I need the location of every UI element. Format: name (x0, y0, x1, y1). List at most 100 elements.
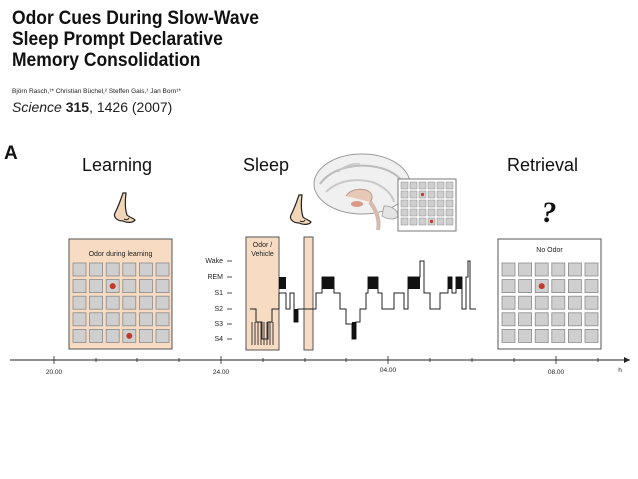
memory-card (427, 181, 436, 190)
memory-card (418, 181, 427, 190)
memory-card (551, 295, 566, 310)
memory-card (89, 262, 103, 277)
title-line-2: Sleep Prompt Declarative (12, 29, 223, 50)
stage-label-s4: S4 (214, 336, 223, 343)
memory-card (418, 199, 427, 208)
learning-box: Odor during learning (68, 238, 173, 350)
memory-card (72, 279, 87, 294)
memory-card (409, 181, 418, 190)
tick-label-20: 20.00 (46, 369, 63, 376)
memory-card (427, 208, 436, 217)
memory-card (551, 262, 566, 277)
memory-card (72, 262, 87, 277)
memory-card (105, 328, 120, 343)
memory-card (89, 328, 103, 343)
odor-vehicle-label-1: Odor / (253, 242, 273, 249)
memory-card (501, 312, 516, 327)
odor-vehicle-label-2: Vehicle (251, 251, 274, 258)
question-mark: ? (542, 196, 557, 229)
memory-card (534, 312, 549, 327)
memory-card (409, 190, 418, 199)
memory-card (122, 279, 137, 294)
card-target-icon (538, 283, 545, 290)
memory-card (409, 217, 418, 226)
citation: Science 315, 1426 (2007) (12, 99, 172, 115)
memory-card (584, 295, 599, 310)
learning-card-grid (72, 262, 170, 343)
memory-card (122, 262, 137, 277)
memory-card (436, 199, 445, 208)
memory-card (584, 328, 599, 343)
nose-icon (113, 192, 136, 223)
title-line-1: Odor Cues During Slow-Wave (12, 8, 260, 29)
memory-card (409, 199, 418, 208)
memory-card (436, 190, 445, 199)
memory-card (105, 312, 120, 327)
memory-card (89, 279, 103, 294)
memory-card (501, 295, 516, 310)
memory-card (518, 279, 532, 294)
memory-card (89, 312, 103, 327)
memory-card (72, 312, 87, 327)
card-target-icon (420, 192, 425, 197)
memory-card (518, 262, 532, 277)
grid-thumbnail-icon (397, 178, 457, 232)
card-target-icon (109, 283, 116, 290)
memory-card (72, 328, 87, 343)
stage-label-rem: REM (207, 274, 223, 281)
memory-card (122, 295, 137, 310)
memory-card (436, 181, 445, 190)
memory-card (445, 199, 454, 208)
retrieval-card-grid (501, 262, 599, 343)
memory-card (72, 295, 87, 310)
memory-card (501, 262, 516, 277)
memory-card (445, 181, 454, 190)
time-unit-label: h (618, 367, 622, 374)
memory-card (400, 181, 409, 190)
memory-card (501, 279, 516, 294)
title-line-3: Memory Consolidation (12, 50, 201, 71)
memory-card (445, 208, 454, 217)
stage-label-s1: S1 (214, 290, 223, 297)
memory-card (436, 217, 445, 226)
time-axis: 20.00 24.00 04.00 08.00 h (10, 356, 630, 376)
card-target-icon (126, 332, 133, 339)
panel-label: A (4, 143, 18, 164)
card-target-icon (429, 219, 434, 224)
memory-card (138, 279, 153, 294)
stage-retrieval: Retrieval (507, 155, 579, 175)
memory-card (568, 312, 582, 327)
memory-card (568, 262, 582, 277)
stage-label-s2: S2 (214, 306, 223, 313)
memory-card (122, 312, 137, 327)
memory-card (418, 208, 427, 217)
no-odor-label: No Odor (536, 247, 563, 254)
question-icon: ? (542, 196, 557, 229)
tick-label-04: 04.00 (380, 367, 397, 374)
stage-label-s3: S3 (214, 321, 223, 328)
paper-title: Odor Cues During Slow-Wave Sleep Prompt … (12, 8, 259, 71)
memory-card (551, 312, 566, 327)
author-list: Björn Rasch,¹* Christian Büchel,² Steffe… (12, 88, 181, 95)
memory-card (427, 190, 436, 199)
memory-card (138, 328, 153, 343)
memory-card (568, 295, 582, 310)
memory-card (551, 328, 566, 343)
stage-sleep: Sleep (243, 155, 290, 175)
learning-box-label: Odor during learning (89, 251, 153, 258)
memory-card (568, 328, 582, 343)
memory-card (400, 208, 409, 217)
memory-card (436, 208, 445, 217)
memory-card (138, 295, 153, 310)
memory-card (138, 312, 153, 327)
memory-card (445, 217, 454, 226)
memory-card (400, 217, 409, 226)
journal-name: Science (12, 99, 62, 115)
tick-label-08: 08.00 (548, 369, 565, 376)
memory-card (155, 279, 170, 294)
memory-card (105, 295, 120, 310)
pages-year: , 1426 (2007) (89, 99, 173, 115)
memory-card (518, 312, 532, 327)
retrieval-box: No Odor (497, 238, 602, 350)
memory-card (155, 262, 170, 277)
